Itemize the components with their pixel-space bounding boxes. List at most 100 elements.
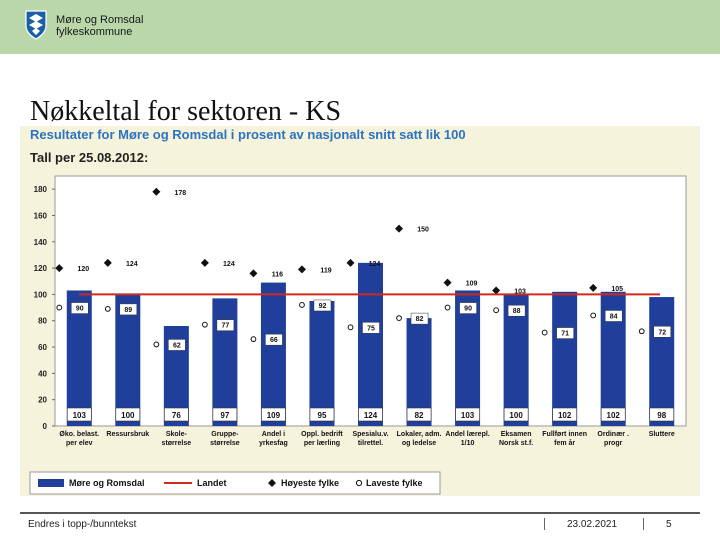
highest-marker bbox=[103, 258, 112, 267]
highest-marker bbox=[55, 264, 64, 273]
lowest-value-label: 77 bbox=[221, 323, 229, 330]
highest-value-label: 120 bbox=[77, 266, 89, 273]
bar-value-box bbox=[66, 407, 92, 422]
bar-value-label: 100 bbox=[509, 411, 523, 420]
bar-value-label: 98 bbox=[657, 411, 666, 420]
x-category-label: Ordinær . bbox=[597, 431, 629, 438]
x-category-label: Sluttere bbox=[649, 431, 675, 438]
bar-value-label: 103 bbox=[73, 411, 87, 420]
lowest-value-box bbox=[265, 333, 283, 346]
bar-value-box bbox=[358, 407, 383, 422]
x-category-label: tilrettel. bbox=[358, 440, 383, 447]
highest-value-label: 116 bbox=[272, 271, 283, 278]
bar-value-box bbox=[309, 407, 335, 422]
legend-label: Høyeste fylke bbox=[281, 478, 339, 488]
lowest-value-box bbox=[604, 310, 623, 322]
bar bbox=[212, 298, 238, 426]
lowest-value-label: 72 bbox=[658, 329, 666, 336]
lowest-marker bbox=[250, 336, 257, 343]
bar-value-box bbox=[164, 407, 189, 422]
logo-text: Møre og Romsdal fylkeskommune bbox=[56, 14, 143, 38]
y-tick-label: 100 bbox=[34, 290, 48, 299]
highest-marker bbox=[346, 258, 355, 267]
footer-date: 23.02.2021 bbox=[567, 519, 618, 530]
lowest-value-box bbox=[653, 326, 671, 338]
lowest-value-label: 84 bbox=[610, 313, 618, 320]
chart-title: Resultater for Møre og Romsdal i prosent… bbox=[30, 127, 466, 142]
lowest-marker bbox=[299, 302, 305, 308]
bar bbox=[649, 297, 675, 426]
highest-value-label: 124 bbox=[369, 261, 381, 268]
highest-marker bbox=[200, 258, 209, 267]
lowest-value-label: 82 bbox=[416, 316, 424, 323]
highest-marker bbox=[443, 278, 452, 287]
legend-swatch-bar bbox=[38, 479, 64, 487]
chart-subtitle: Tall per 25.08.2012: bbox=[30, 150, 149, 165]
footer-text: Endres i topp-/bunntekst bbox=[28, 519, 137, 530]
bar bbox=[260, 282, 286, 426]
lowest-value-label: 66 bbox=[270, 337, 278, 344]
x-category-label: per elev bbox=[66, 440, 93, 447]
x-category-label: 1/10 bbox=[461, 440, 475, 447]
lowest-marker bbox=[444, 304, 451, 311]
y-tick-label: 120 bbox=[34, 264, 48, 273]
bar-value-label: 82 bbox=[415, 411, 424, 420]
highest-value-label: 150 bbox=[417, 227, 429, 234]
logo-line1: Møre og Romsdal bbox=[56, 14, 144, 26]
bar bbox=[552, 291, 578, 426]
lowest-value-label: 62 bbox=[173, 342, 181, 349]
lowest-marker bbox=[104, 305, 111, 312]
lowest-value-box bbox=[71, 302, 89, 314]
x-category-label: Øko. belast. bbox=[59, 431, 99, 438]
x-category-label: Gruppe- bbox=[211, 431, 239, 438]
bar-value-label: 124 bbox=[364, 411, 378, 420]
lowest-value-box bbox=[216, 319, 235, 331]
lowest-value-box bbox=[507, 304, 526, 317]
bar bbox=[115, 294, 141, 426]
highest-value-label: 124 bbox=[126, 261, 138, 268]
lowest-marker bbox=[347, 324, 354, 331]
lowest-marker bbox=[396, 315, 402, 322]
highest-marker bbox=[297, 265, 306, 274]
lowest-marker bbox=[201, 321, 208, 328]
lowest-value-label: 90 bbox=[76, 306, 84, 313]
lowest-value-box bbox=[119, 303, 138, 316]
footer-separator bbox=[643, 518, 644, 530]
bar-value-label: 102 bbox=[607, 411, 621, 420]
highest-value-label: 103 bbox=[514, 288, 526, 295]
lowest-value-label: 89 bbox=[124, 307, 132, 314]
bar-value-box bbox=[115, 407, 141, 422]
y-tick-label: 160 bbox=[34, 211, 48, 220]
highest-value-label: 119 bbox=[320, 267, 331, 274]
bar-value-box bbox=[503, 407, 529, 422]
bar-value-label: 76 bbox=[172, 411, 181, 420]
highest-value-label: 178 bbox=[175, 190, 187, 197]
y-tick-label: 80 bbox=[38, 317, 47, 326]
x-category-label: Andel i bbox=[262, 431, 285, 438]
bar-value-box bbox=[600, 407, 626, 422]
x-category-label: Eksamen bbox=[501, 431, 532, 438]
lowest-marker bbox=[638, 328, 645, 335]
lowest-marker bbox=[541, 329, 548, 336]
highest-marker bbox=[249, 269, 258, 278]
bar bbox=[309, 301, 335, 426]
footer-separator bbox=[544, 518, 545, 530]
y-tick-label: 40 bbox=[38, 369, 47, 378]
x-category-label: og ledelse bbox=[402, 440, 436, 447]
bar-value-label: 97 bbox=[220, 411, 229, 420]
bar-value-box bbox=[552, 407, 577, 422]
y-tick-label: 140 bbox=[34, 238, 48, 247]
bar-value-label: 103 bbox=[461, 411, 475, 420]
x-category-label: Lokaler, adm. bbox=[397, 431, 442, 438]
y-tick-label: 20 bbox=[38, 396, 47, 405]
bar-value-box bbox=[406, 407, 432, 422]
lowest-value-box bbox=[410, 312, 429, 325]
lowest-value-box bbox=[556, 327, 574, 339]
highest-marker bbox=[492, 286, 501, 295]
lowest-marker bbox=[493, 307, 500, 314]
lowest-value-box bbox=[459, 302, 477, 314]
y-tick-label: 60 bbox=[38, 343, 47, 352]
lowest-value-box bbox=[168, 339, 186, 351]
legend-label: Laveste fylke bbox=[366, 478, 423, 488]
